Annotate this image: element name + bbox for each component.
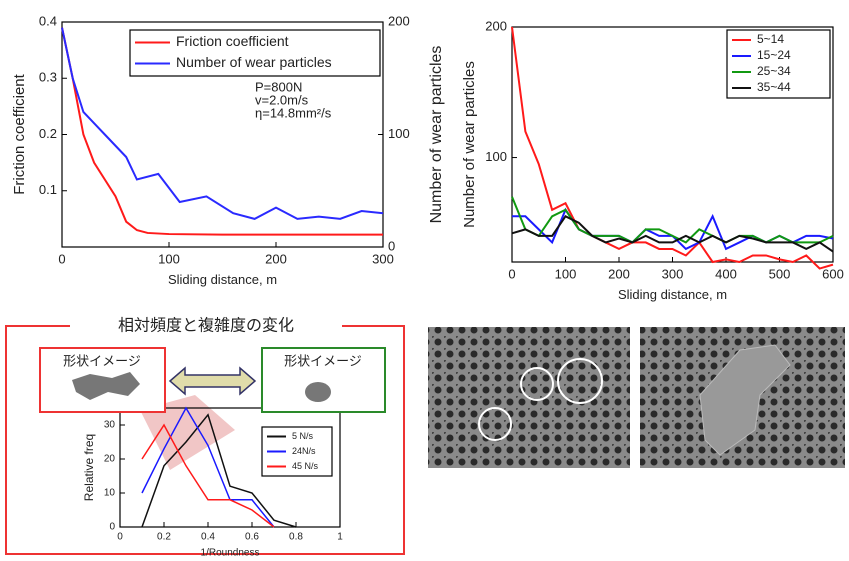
- shape-image: [305, 382, 331, 402]
- legend-label: 15~24: [757, 48, 791, 62]
- legend-label: 5 N/s: [292, 431, 314, 441]
- annotation: η=14.8mm²/s: [255, 105, 332, 120]
- x-tick-label: 300: [372, 251, 394, 266]
- x-tick-label: 500: [769, 266, 791, 281]
- x-axis-label: Sliding distance, m: [168, 272, 277, 287]
- y-axis-label: Number of wear particles: [461, 61, 478, 228]
- x-tick-label: 100: [158, 251, 180, 266]
- x-tick-label: 0.2: [157, 532, 171, 543]
- x-tick-label: 0.4: [201, 532, 215, 543]
- shape-label: 形状イメージ: [284, 355, 362, 370]
- figure: 相対頻度と複雑度の変化 00.20.40.60.8101020301/Round…: [0, 0, 849, 556]
- x-tick-label: 400: [715, 266, 737, 281]
- series-line: [512, 197, 833, 243]
- legend-label: 35~44: [757, 80, 791, 94]
- double-arrow: [170, 368, 255, 394]
- y-tick-label: 20: [104, 454, 116, 465]
- chart: 0 100 200 300 400 500 600 100 200 Sliding distanc…: [461, 18, 844, 302]
- y-tick-label: 30: [104, 420, 116, 431]
- x-tick-label: 0: [508, 266, 515, 281]
- x-tick-label: 0.8: [289, 532, 303, 543]
- x-tick-label: 0: [58, 251, 65, 266]
- y-tick-label: 0.4: [39, 13, 57, 28]
- y-tick-label: 0: [109, 522, 115, 533]
- shape-label: 形状イメージ: [63, 355, 141, 370]
- y-tick-label: 0.1: [39, 182, 57, 197]
- legend-label: 24N/s: [292, 446, 316, 456]
- y-tick-label: 100: [485, 149, 507, 164]
- y2-tick-label: 100: [388, 126, 410, 141]
- x-tick-label: 0: [117, 532, 123, 543]
- x-axis-label: 1/Roundness: [201, 548, 260, 556]
- legend-label: Number of wear particles: [176, 54, 332, 70]
- y2-axis-label: Number of wear particles: [428, 46, 445, 224]
- x-axis-label: Sliding distance, m: [618, 287, 727, 302]
- x-tick-label: 300: [662, 266, 684, 281]
- x-tick-label: 200: [608, 266, 630, 281]
- legend-label: Friction coefficient: [176, 33, 289, 49]
- legend-label: 25~34: [757, 64, 791, 78]
- chart: 0 100 200 300 0.1 0.2 0.3 0.4 0 100 200 Sliding dis…: [11, 13, 445, 287]
- x-tick-label: 0.6: [245, 532, 259, 543]
- y-tick-label: 10: [104, 488, 116, 499]
- x-tick-label: 200: [265, 251, 287, 266]
- panel-title: 相対頻度と複雑度の変化: [118, 316, 294, 335]
- y-tick-label: 200: [485, 18, 507, 33]
- y2-tick-label: 200: [388, 13, 410, 28]
- y-axis-label: Relative freq: [82, 434, 96, 501]
- y-tick-label: 0.2: [39, 126, 57, 141]
- y-axis-label: Friction coefficient: [11, 73, 28, 194]
- x-tick-label: 1: [337, 532, 343, 543]
- x-tick-label: 600: [822, 266, 844, 281]
- legend-label: 5~14: [757, 32, 784, 46]
- x-tick-label: 100: [555, 266, 577, 281]
- y2-tick-label: 0: [388, 238, 395, 253]
- legend-label: 45 N/s: [292, 461, 319, 471]
- y-tick-label: 0.3: [39, 70, 57, 85]
